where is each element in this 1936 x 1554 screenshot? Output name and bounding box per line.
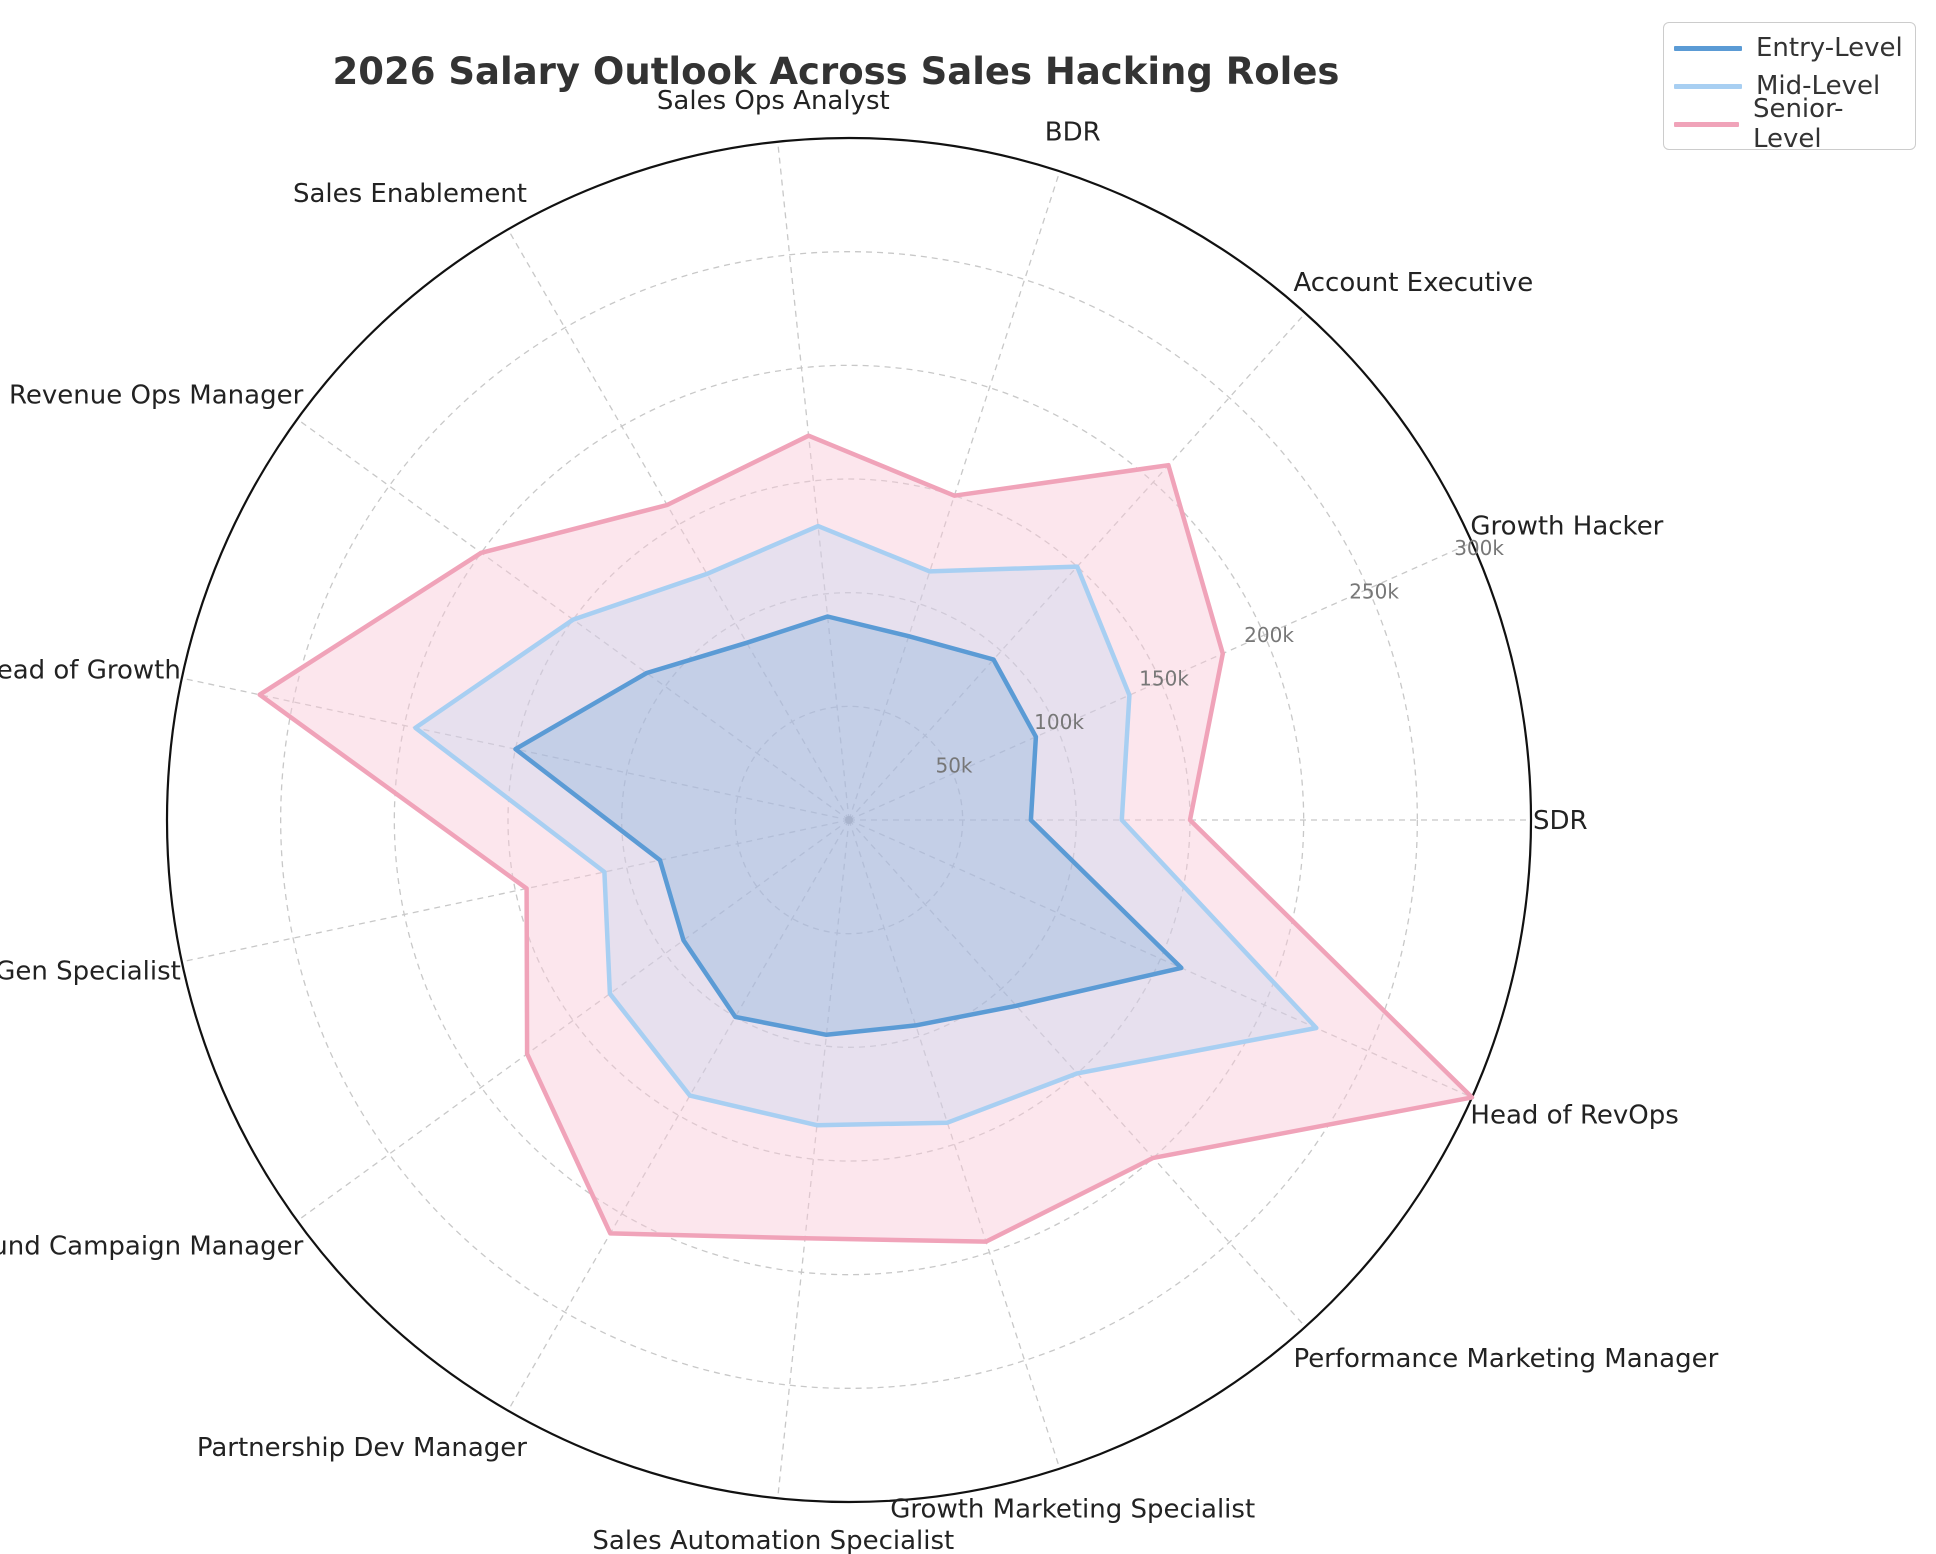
legend-label-entry: Entry-Level [1756, 33, 1903, 63]
category-label: Sales Ops Analyst [657, 86, 890, 116]
grid-spoke [296, 819, 850, 1222]
series-layer [257, 433, 1475, 1244]
center-dot [845, 816, 853, 824]
category-label: SDR [1533, 806, 1588, 836]
category-label: Head of Growth [0, 655, 181, 685]
chart-title: 2026 Salary Outlook Across Sales Hacking… [333, 50, 1340, 93]
grid-spoke [848, 819, 1061, 1469]
legend-swatch-senior [1674, 121, 1739, 127]
series-area-senior-level [259, 435, 1473, 1242]
series-line-entry-level [513, 614, 1184, 1038]
category-label: Growth Hacker [1470, 512, 1663, 542]
category-label: Sales Automation Specialist [592, 1526, 954, 1554]
radial-tick-label: 200k [1244, 623, 1294, 647]
category-label: Lead Gen Specialist [0, 957, 181, 987]
radial-tick-label: 150k [1139, 667, 1189, 691]
category-label: Sales Enablement [293, 179, 527, 209]
series-line-senior-level [257, 433, 1475, 1244]
legend-item-senior: Senior-Level [1674, 94, 1905, 154]
radial-tick-label: 50k [935, 754, 972, 778]
legend-swatch-mid [1674, 83, 1742, 89]
grid-ring [280, 251, 1418, 1389]
legend: Entry-Level Mid-Level Senior-Level [1663, 22, 1916, 154]
grid-spoke [848, 819, 1473, 1098]
radial-tick-labels: 50k 100k 150k 200k 250k 300k [935, 536, 1504, 777]
radial-tick-label: 300k [1454, 536, 1504, 560]
grid-spoke [507, 819, 850, 1411]
category-label: Account Executive [1293, 268, 1533, 298]
legend-item-entry: Entry-Level [1674, 29, 1905, 67]
category-label: Growth Marketing Specialist [890, 1495, 1255, 1525]
category-labels: SDR Growth Hacker Account Executive BDR Sale… [0, 86, 1719, 1554]
grid-spoke [848, 542, 1473, 821]
category-label: Partnership Dev Manager [197, 1433, 527, 1463]
radial-tick-label: 100k [1034, 710, 1084, 734]
category-label: BDR [1045, 117, 1101, 147]
grid-spoke [777, 819, 850, 1499]
grid-spoke [777, 141, 850, 821]
radial-tick-label: 250k [1349, 580, 1399, 604]
legend-label-mid: Mid-Level [1756, 71, 1881, 101]
grid-ring [621, 592, 1077, 1048]
legend-label-senior: Senior-Level [1752, 94, 1844, 154]
category-label: Performance Marketing Manager [1293, 1344, 1718, 1374]
category-label: Outbound Campaign Manager [0, 1232, 304, 1262]
category-label: Head of RevOps [1470, 1100, 1678, 1130]
series-line-mid-level [413, 523, 1319, 1128]
grid-spoke [507, 229, 850, 821]
radar-frame [165, 136, 1533, 1504]
legend-swatch-entry [1674, 45, 1742, 51]
category-label: Revenue Ops Manager [9, 380, 304, 410]
grid-spoke [181, 819, 850, 963]
legend-item-mid: Mid-Level [1674, 67, 1905, 105]
